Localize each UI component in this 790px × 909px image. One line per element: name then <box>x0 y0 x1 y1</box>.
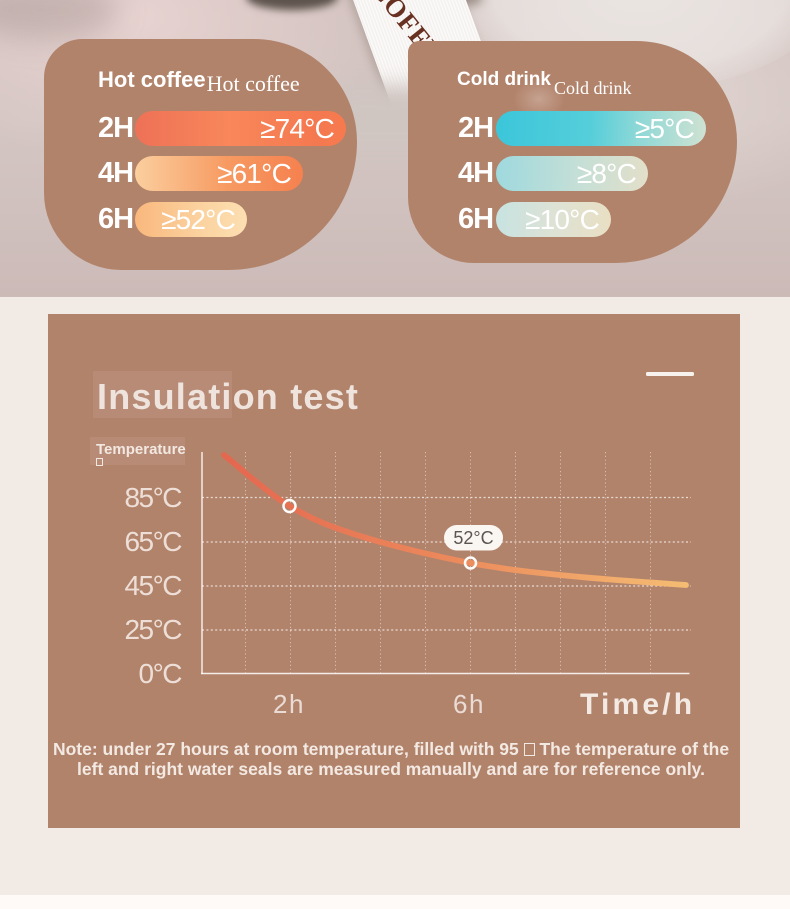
svg-text:52°C: 52°C <box>453 528 493 548</box>
